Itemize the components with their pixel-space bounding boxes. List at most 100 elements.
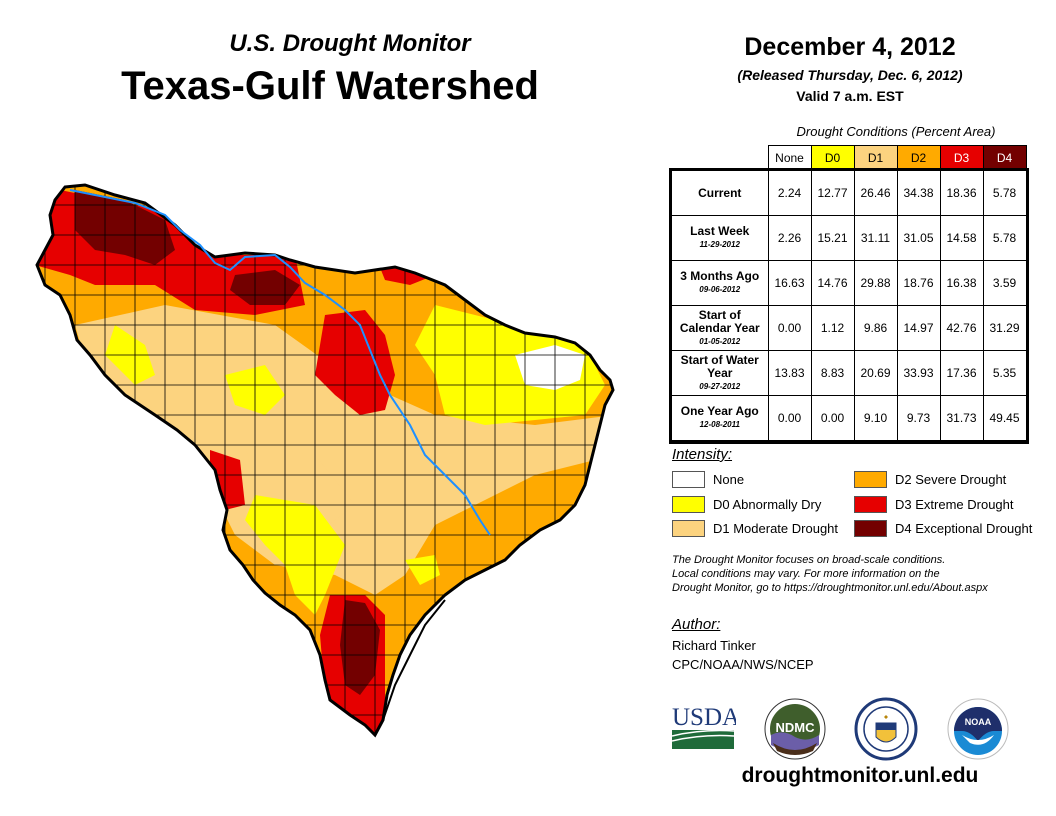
table-cell: 18.76: [896, 260, 941, 306]
legend-item-d2: D2 Severe Drought: [854, 471, 1006, 488]
usda-logo-stripes: [672, 729, 735, 742]
table-cell: 5.35: [982, 350, 1027, 396]
barrier-island: [382, 599, 446, 721]
d4-area: [340, 600, 380, 695]
legend-title: Intensity:: [672, 446, 733, 463]
legend-item-d3: D3 Extreme Drought: [854, 496, 1014, 513]
row-date: 12-08-2011: [699, 420, 740, 429]
table-cell: 2.26: [767, 215, 812, 261]
legend-swatch: [672, 520, 705, 537]
legend-item-d1: D1 Moderate Drought: [672, 520, 838, 537]
table-cell: 14.76: [810, 260, 855, 306]
table-cell: 3.59: [982, 260, 1027, 306]
column-header-d2: D2: [896, 145, 941, 171]
table-cell: 2.24: [767, 170, 812, 216]
table-cell: 9.73: [896, 395, 941, 441]
usda-logo-text: USDA: [672, 704, 736, 731]
table-cell: 9.10: [853, 395, 898, 441]
note-line: Drought Monitor, go to https://droughtmo…: [672, 582, 988, 594]
table-cell: 20.69: [853, 350, 898, 396]
column-header-d3: D3: [939, 145, 984, 171]
row-label: Last Week 11-29-2012: [671, 215, 769, 261]
legend-label: D2 Severe Drought: [895, 472, 1007, 487]
row-label: Start of Calendar Year 01-05-2012: [671, 305, 769, 351]
table-cell: 5.78: [982, 215, 1027, 261]
note-line: The Drought Monitor focuses on broad-sca…: [672, 554, 946, 566]
table-cell: 26.46: [853, 170, 898, 216]
legend-swatch: [854, 520, 887, 537]
legend-item-d0: D0 Abnormally Dry: [672, 496, 821, 513]
usda-logo: USDA: [672, 704, 736, 749]
table-cell: 42.76: [939, 305, 984, 351]
none-area: [515, 345, 585, 390]
column-header-d4: D4: [982, 145, 1027, 171]
d4-area: [230, 270, 300, 305]
table-row: Start of Water Year 09-27-2012 13.83 8.83 20…: [671, 350, 1027, 396]
table-row: Last Week 11-29-2012 2.26 15.21 31.11 31.05 14…: [671, 215, 1027, 261]
table-cell: 31.05: [896, 215, 941, 261]
table-body: Current 2.24 12.77 26.46 34.38 18.36 5.78 Last …: [668, 167, 1029, 444]
column-header-none: None: [767, 145, 812, 171]
table-row: Current 2.24 12.77 26.46 34.38 18.36 5.78: [671, 170, 1027, 216]
table-row: Start of Calendar Year 01-05-2012 0.00 1.12…: [671, 305, 1027, 351]
column-header-d0: D0: [810, 145, 855, 171]
table-cell: 33.93: [896, 350, 941, 396]
table-cell: 15.21: [810, 215, 855, 261]
legend-label: D4 Exceptional Drought: [895, 521, 1033, 536]
valid-date: December 4, 2012: [744, 33, 956, 61]
commerce-seal-chief: [876, 723, 896, 730]
table-cell: 31.11: [853, 215, 898, 261]
table-cell: 14.97: [896, 305, 941, 351]
noaa-logo: NOAA: [947, 698, 1009, 760]
ndmc-logo: NDMC: [764, 698, 826, 760]
table-cell: 31.29: [982, 305, 1027, 351]
table-header-row: None D0 D1 D2 D3 D4: [672, 145, 1027, 171]
row-date: 11-29-2012: [699, 240, 740, 249]
row-date: 01-05-2012: [699, 336, 741, 346]
legend-label: D3 Extreme Drought: [895, 497, 1014, 512]
table-row: 3 Months Ago 09-06-2012 16.63 14.76 29.88 18.…: [671, 260, 1027, 306]
row-label: 3 Months Ago 09-06-2012: [671, 260, 769, 306]
row-label-text: Last Week: [690, 224, 750, 238]
d0-area: [405, 555, 440, 585]
map-title: Texas-Gulf Watershed: [121, 64, 539, 108]
usda-logo-band: [672, 730, 734, 749]
table-caption: Drought Conditions (Percent Area): [796, 124, 996, 139]
table-cell: 18.36: [939, 170, 984, 216]
website-link[interactable]: droughtmonitor.unl.edu: [741, 764, 979, 787]
row-label-text: 3 Months Ago: [680, 269, 760, 283]
table-cell: 9.86: [853, 305, 898, 351]
row-date: 09-06-2012: [699, 285, 741, 294]
river: [69, 189, 491, 536]
table-cell: 49.45: [982, 395, 1027, 441]
d4-area: [75, 190, 175, 265]
row-label-text: Start of Calendar Year: [679, 307, 760, 335]
row-label-text: Current: [698, 185, 742, 200]
table-cell: 29.88: [853, 260, 898, 306]
legend-label: D0 Abnormally Dry: [713, 497, 822, 512]
ndmc-logo-text: NDMC: [776, 720, 816, 735]
legend-swatch: [854, 471, 887, 488]
row-label: Start of Water Year 09-27-2012: [671, 350, 769, 396]
table-cell: 34.38: [896, 170, 941, 216]
note-line: Local conditions may vary. For more info…: [672, 568, 940, 580]
legend-item-none: None: [672, 471, 744, 488]
table-cell: 31.73: [939, 395, 984, 441]
noaa-logo-text: NOAA: [965, 717, 992, 727]
legend-swatch: [672, 496, 705, 513]
drought-areas: [37, 185, 613, 735]
commerce-seal: [854, 697, 918, 761]
table-cell: 8.83: [810, 350, 855, 396]
table-cell: 17.36: [939, 350, 984, 396]
table-cell: 13.83: [767, 350, 812, 396]
legend-label: None: [713, 472, 745, 487]
legend-label: D1 Moderate Drought: [713, 521, 839, 536]
legend-swatch: [854, 496, 887, 513]
disclaimer-note: The Drought Monitor focuses on broad-sca…: [672, 553, 1042, 595]
author-name: Richard Tinker: [672, 638, 756, 653]
d0-area: [415, 305, 605, 425]
row-label: One Year Ago 12-08-2011: [671, 395, 769, 441]
row-date: 09-27-2012: [699, 381, 741, 391]
ndmc-logo-soil: [773, 743, 817, 755]
drought-map: [35, 183, 615, 737]
